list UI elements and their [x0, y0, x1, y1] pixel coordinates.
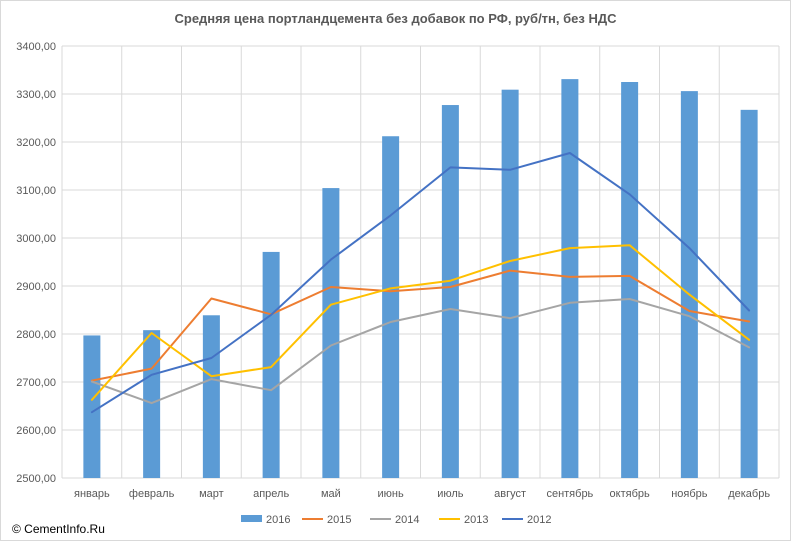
- legend-label-2012: 2012: [527, 514, 551, 526]
- y-tick-label: 3300,00: [16, 89, 56, 101]
- bar-2016: [202, 315, 220, 478]
- legend: 2016 2015 2014 2013 2012: [241, 514, 551, 526]
- x-tick-label: октябрь: [610, 488, 650, 500]
- y-tick-label: 2600,00: [16, 425, 56, 437]
- y-tick-label: 3400,00: [16, 41, 56, 53]
- line-2015: [90, 269, 751, 382]
- y-tick-label: 2900,00: [16, 281, 56, 293]
- x-tick-label: март: [199, 488, 224, 500]
- bar-2016: [561, 79, 579, 479]
- x-tick-label: июнь: [378, 488, 404, 500]
- x-tick-label: февраль: [129, 488, 175, 500]
- bar-layer: [83, 79, 758, 479]
- y-tick-label: 2500,00: [16, 473, 56, 485]
- x-tick-label: январь: [74, 488, 110, 500]
- x-tick-label: декабрь: [728, 488, 770, 500]
- line-layer: [90, 152, 751, 414]
- legend-swatch-2016: [241, 515, 262, 522]
- legend-label-2014: 2014: [395, 514, 419, 526]
- chart-title: Средняя цена портландцемента без добавок…: [174, 11, 617, 26]
- y-tick-label: 3000,00: [16, 233, 56, 245]
- x-tick-label: май: [321, 488, 341, 500]
- x-tick-label: апрель: [253, 488, 289, 500]
- line-2012: [90, 152, 751, 414]
- bar-2016: [83, 335, 101, 478]
- bar-2016: [621, 82, 639, 478]
- line-2013: [90, 244, 751, 401]
- bar-2016: [382, 136, 400, 479]
- x-tick-label: ноябрь: [671, 488, 708, 500]
- x-tick-label: август: [494, 488, 526, 500]
- y-tick-label: 2800,00: [16, 329, 56, 341]
- bar-2016: [262, 251, 280, 478]
- bar-2016: [501, 89, 519, 479]
- line-2014: [90, 298, 751, 405]
- y-tick-label: 2700,00: [16, 377, 56, 389]
- x-tick-label: июль: [437, 488, 464, 500]
- copyright-text: © CementInfo.Ru: [12, 522, 105, 536]
- grid-layer: [61, 45, 780, 479]
- x-tick-label: сентябрь: [546, 488, 593, 500]
- legend-label-2015: 2015: [327, 514, 351, 526]
- bar-2016: [322, 188, 340, 478]
- y-tick-label: 3100,00: [16, 185, 56, 197]
- legend-label-2013: 2013: [464, 514, 488, 526]
- axis-layer: 2500,00 2600,00 2700,00 2800,00 2900,00 3000,…: [16, 41, 770, 500]
- bar-2016: [441, 105, 459, 478]
- bar-2016: [680, 91, 698, 479]
- legend-label-2016: 2016: [266, 514, 290, 526]
- bar-2016: [740, 109, 758, 478]
- y-tick-label: 3200,00: [16, 137, 56, 149]
